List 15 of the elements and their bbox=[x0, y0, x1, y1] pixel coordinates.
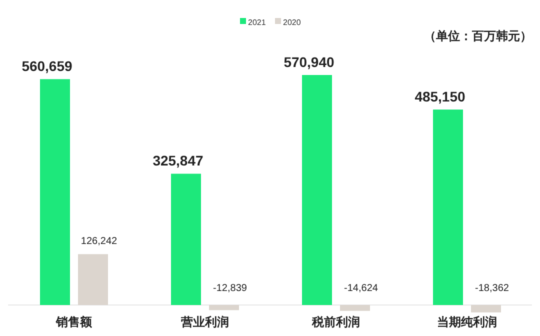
x-tick-label: 营业利润 bbox=[180, 315, 229, 329]
data-label: -14,624 bbox=[344, 283, 378, 294]
data-label: 126,242 bbox=[80, 236, 118, 248]
legend-label: 2021 bbox=[248, 18, 266, 27]
data-label: 570,940 bbox=[284, 54, 335, 70]
x-tick-label: 当期纯利润 bbox=[437, 315, 497, 329]
data-label: -12,839 bbox=[213, 283, 248, 294]
data-label: 325,847 bbox=[152, 152, 204, 169]
data-label: 485,150 bbox=[414, 88, 466, 105]
x-tick-label: 税前利润 bbox=[311, 315, 360, 329]
text: （单位：百万韩元） bbox=[424, 29, 532, 43]
x-tick-label: 销售额 bbox=[55, 315, 93, 329]
data-label: -18,362 bbox=[475, 283, 510, 294]
legend-label: 2020 bbox=[283, 18, 302, 27]
data-label: 560,659 bbox=[22, 58, 73, 74]
